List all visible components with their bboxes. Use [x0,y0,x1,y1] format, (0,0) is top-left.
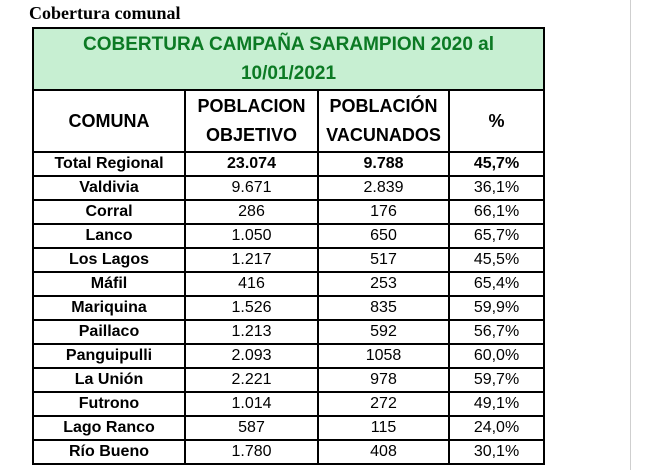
cell-vacunados: 978 [317,367,450,393]
banner-line-1: COBERTURA CAMPAÑA SARAMPION 2020 al [83,34,495,55]
table-row: La Unión 2.221 978 59,7% [32,367,546,393]
header-percent-label: % [488,110,505,131]
table-row: Futrono 1.014 272 49,1% [32,391,546,417]
cell-comuna: Río Bueno [32,439,186,465]
cell-vacunados: 517 [317,247,450,273]
table-row: Los Lagos 1.217 517 45,5% [32,247,546,273]
cell-comuna: Futrono [32,391,186,417]
table-row: Máfil 416 253 65,4% [32,271,546,297]
cell-pct: 24,0% [447,415,546,441]
header-poblacion-objetivo: POBLACION OBJETIVO [184,89,319,153]
cell-vacunados: 9.788 [317,151,450,177]
table-row: Río Bueno 1.780 408 30,1% [32,439,546,465]
cell-comuna: La Unión [32,367,186,393]
cell-comuna: Lago Ranco [32,415,186,441]
cell-pct: 45,7% [447,151,546,177]
cell-vacunados: 408 [317,439,450,465]
table-row: Lanco 1.050 650 65,7% [32,223,546,249]
cell-pct: 45,5% [447,247,546,273]
cell-vacunados: 115 [317,415,450,441]
cell-pct: 30,1% [447,439,546,465]
coverage-table: COBERTURA CAMPAÑA SARAMPION 2020 al 10/0… [31,27,546,465]
table-banner: COBERTURA CAMPAÑA SARAMPION 2020 al 10/0… [31,27,546,91]
cell-comuna: Total Regional [32,151,186,177]
cell-comuna: Panguipulli [32,343,186,369]
cell-objetivo: 1.050 [184,223,319,249]
cell-vacunados: 176 [317,199,450,225]
table-row: Mariquina 1.526 835 59,9% [32,295,546,321]
cell-vacunados: 650 [317,223,450,249]
table-row: Corral 286 176 66,1% [32,199,546,225]
header-poblacion-vacunados-line-1: POBLACIÓN [329,96,438,116]
header-comuna: COMUNA [32,89,186,153]
cell-objetivo: 1.526 [184,295,319,321]
table-row: Lago Ranco 587 115 24,0% [32,415,546,441]
header-poblacion-objetivo-line-1: POBLACION [197,96,306,116]
table-row: Paillaco 1.213 592 56,7% [32,319,546,345]
cell-pct: 36,1% [447,175,546,201]
cell-vacunados: 272 [317,391,450,417]
cell-objetivo: 9.671 [184,175,319,201]
cell-comuna: Lanco [32,223,186,249]
header-percent: % [447,89,546,153]
cell-pct: 65,7% [447,223,546,249]
cell-vacunados: 2.839 [317,175,450,201]
header-poblacion-vacunados: POBLACIÓN VACUNADOS [317,89,450,153]
cell-pct: 59,7% [447,367,546,393]
cell-comuna: Valdivia [32,175,186,201]
header-poblacion-vacunados-line-2: VACUNADOS [326,125,441,145]
cell-objetivo: 2.093 [184,343,319,369]
banner-line-2: 10/01/2021 [240,63,337,84]
cell-objetivo: 2.221 [184,367,319,393]
table-row: Valdivia 9.671 2.839 36,1% [32,175,546,201]
header-poblacion-objetivo-line-2: OBJETIVO [205,125,298,145]
cell-objetivo: 416 [184,271,319,297]
cell-pct: 66,1% [447,199,546,225]
cell-pct: 60,0% [447,343,546,369]
cell-pct: 65,4% [447,271,546,297]
page-title: Cobertura comunal [29,3,181,23]
cell-objetivo: 1.217 [184,247,319,273]
cell-pct: 59,9% [447,295,546,321]
cell-vacunados: 1058 [317,343,450,369]
page-divider [630,0,631,470]
cell-comuna: Paillaco [32,319,186,345]
cell-pct: 49,1% [447,391,546,417]
table-row-total: Total Regional 23.074 9.788 45,7% [32,151,546,177]
cell-objetivo: 1.213 [184,319,319,345]
cell-comuna: Mariquina [32,295,186,321]
cell-pct: 56,7% [447,319,546,345]
cell-comuna: Los Lagos [32,247,186,273]
cell-objetivo: 1.014 [184,391,319,417]
cell-comuna: Corral [32,199,186,225]
cell-vacunados: 592 [317,319,450,345]
table-row: Panguipulli 2.093 1058 60,0% [32,343,546,369]
cell-vacunados: 835 [317,295,450,321]
cell-objetivo: 1.780 [184,439,319,465]
cell-objetivo: 286 [184,199,319,225]
cell-objetivo: 23.074 [184,151,319,177]
header-comuna-label: COMUNA [68,110,150,131]
cell-objetivo: 587 [184,415,319,441]
cell-vacunados: 253 [317,271,450,297]
cell-comuna: Máfil [32,271,186,297]
